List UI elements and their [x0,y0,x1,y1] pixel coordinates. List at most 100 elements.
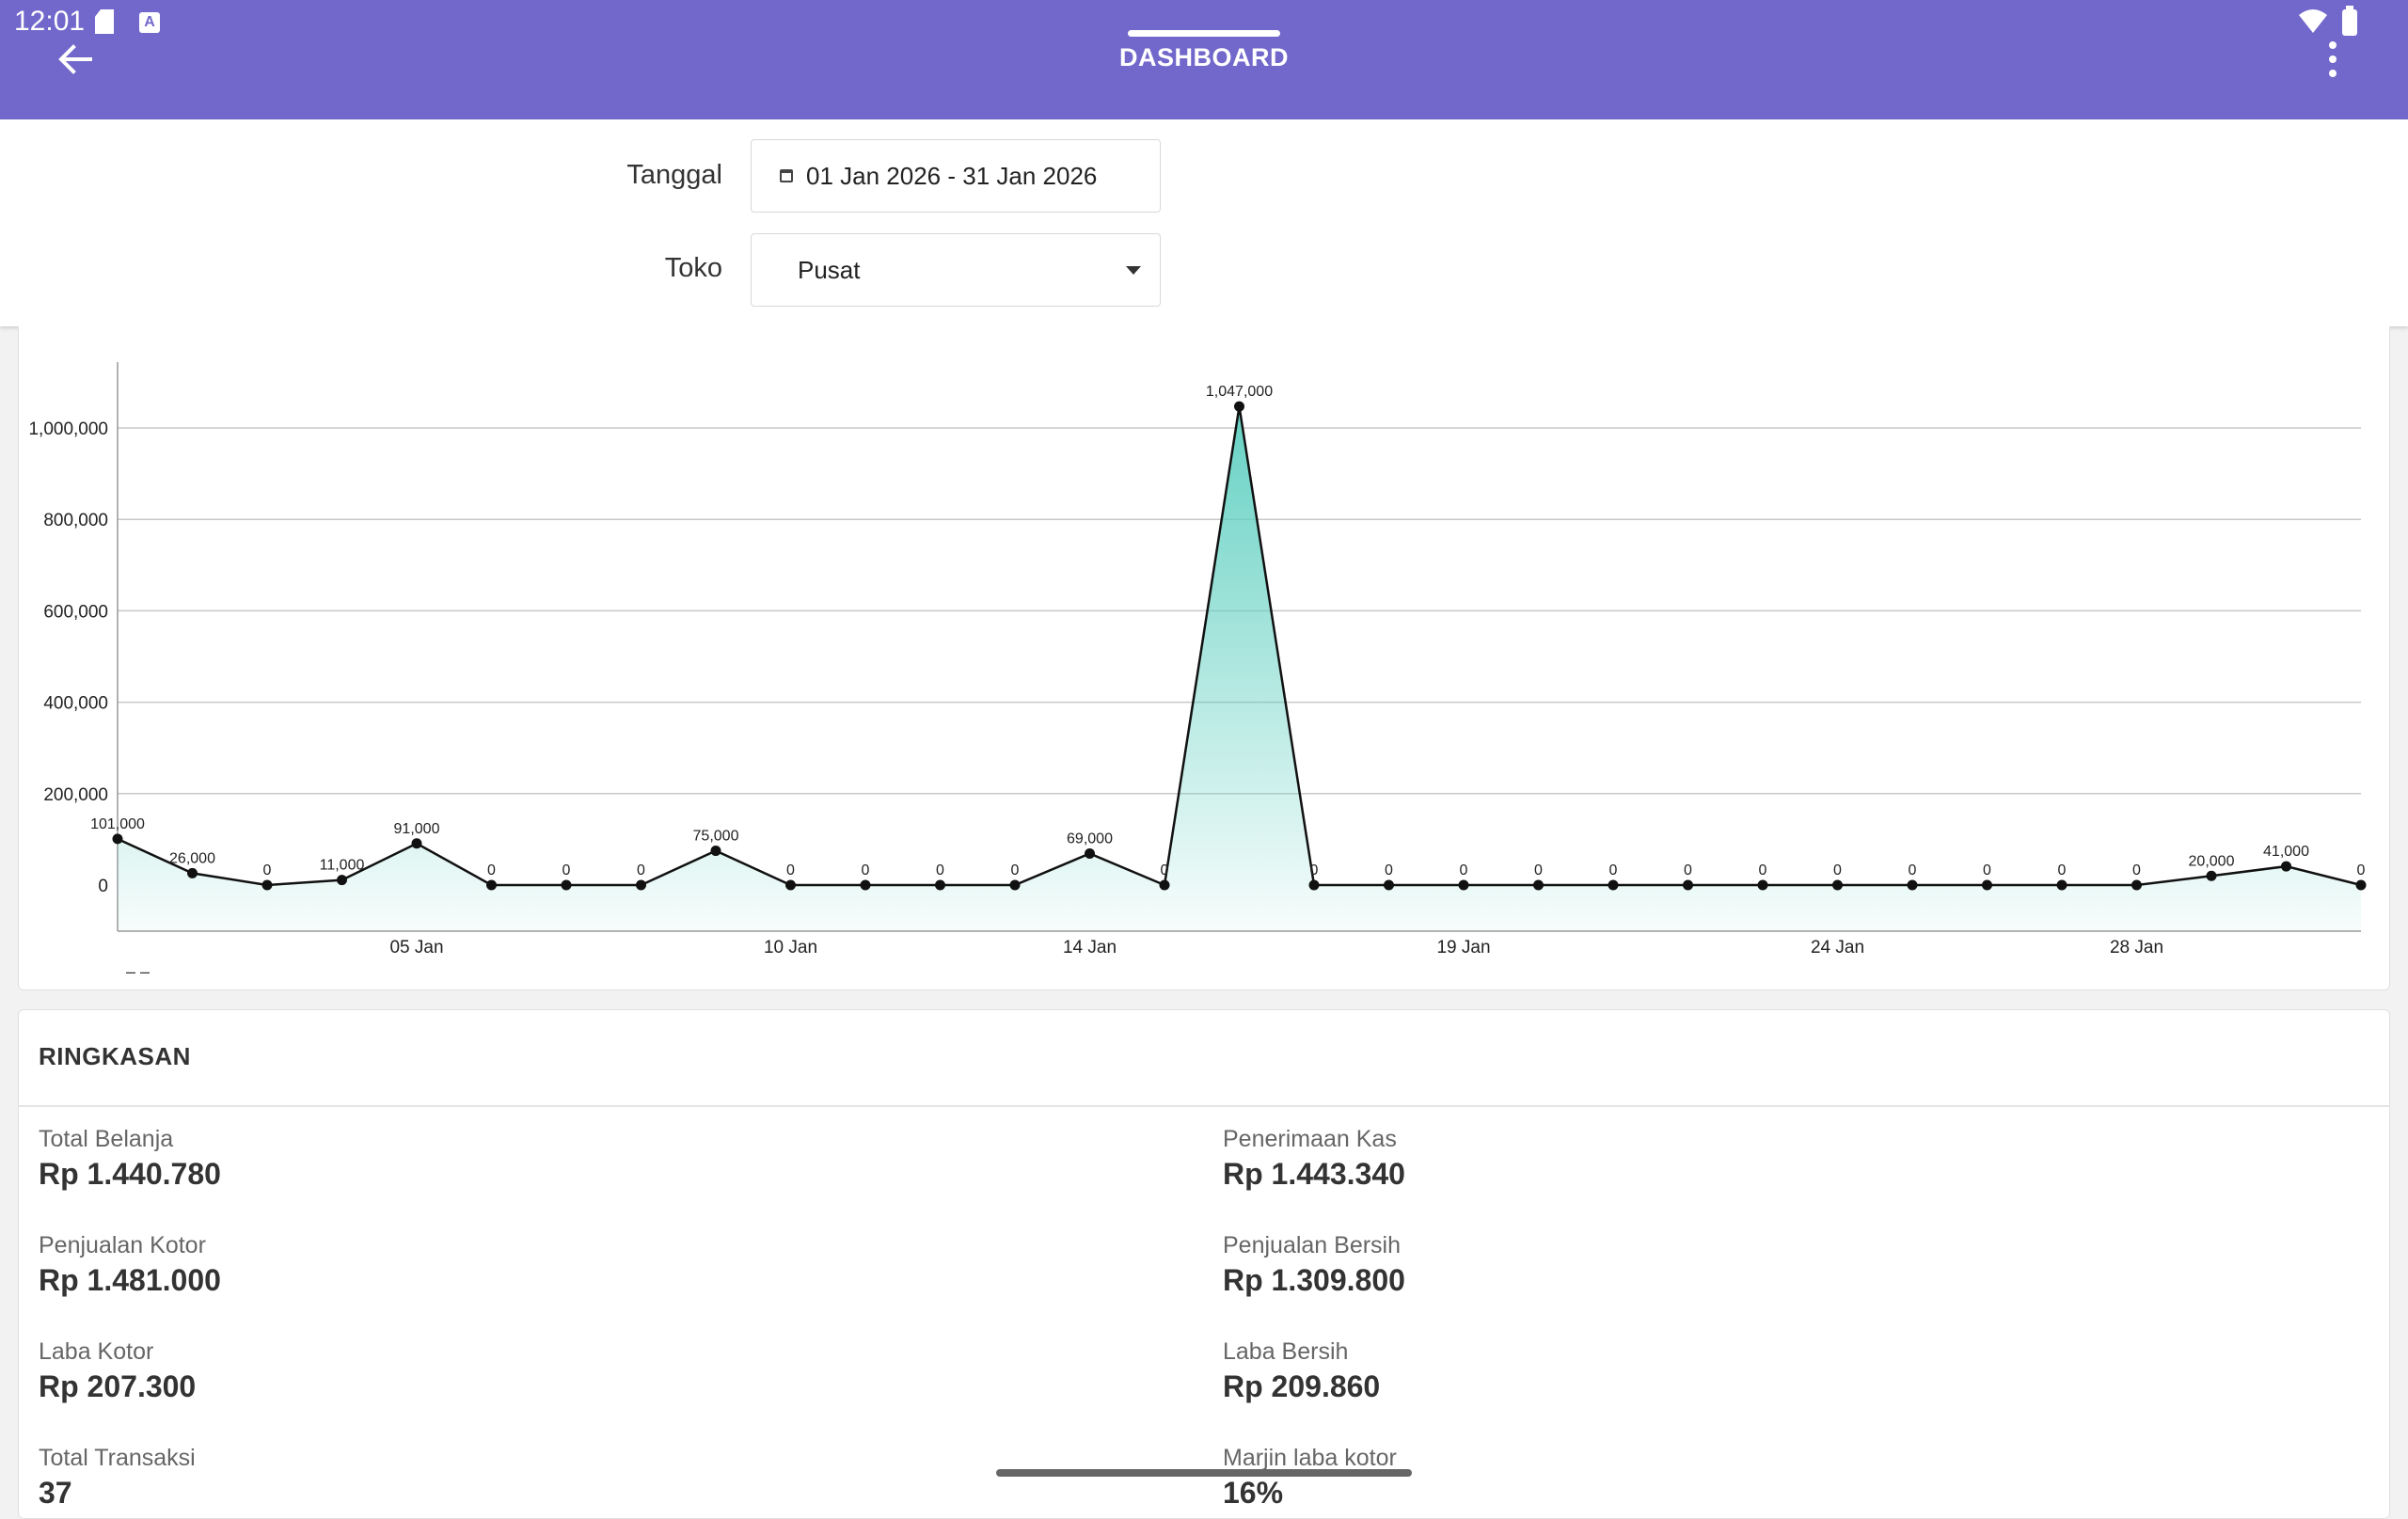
y-tick-label: 400,000 [43,694,108,714]
metric-penjualan-kotor: Penjualan Kotor Rp 1.481.000 [39,1232,221,1297]
metric-laba-kotor: Laba Kotor Rp 207.300 [39,1338,197,1403]
data-label: 0 [1684,862,1692,878]
drag-handle [1128,30,1280,37]
data-point [1085,847,1095,859]
data-point [710,846,721,857]
data-label: 20,000 [2189,853,2235,869]
data-point [1458,879,1469,891]
data-label: 0 [786,862,795,878]
data-label: 75,000 [693,829,739,845]
arrow-left-icon [58,44,92,74]
data-label: 101,000 [90,816,145,832]
data-point [1159,879,1170,891]
data-label: 0 [637,862,645,878]
filter-panel: Tanggal 01 Jan 2026 - 31 Jan 2026 Toko P… [0,119,2408,326]
data-label: 0 [1310,862,1319,878]
data-label: 0 [1534,862,1543,878]
x-tick-label: 24 Jan [1811,938,1864,957]
calendar-icon [780,169,793,182]
data-point [411,838,422,849]
data-point [1533,879,1544,891]
data-point [1384,879,1394,891]
data-label: 0 [1011,862,1020,878]
store-value: Pusat [798,255,861,284]
data-label: 0 [263,862,272,878]
metric-penjualan-bersih: Penjualan Bersih Rp 1.309.800 [1223,1232,1405,1297]
data-point [2131,879,2142,891]
data-point [486,879,497,891]
data-point [561,879,572,891]
y-tick-label: 0 [98,877,108,896]
data-point [1683,879,1693,891]
more-vert-icon [2329,41,2337,49]
app-bar: 12:01 A DASHBOARD [0,0,2408,119]
data-label: 0 [1161,862,1169,878]
metric-laba-bersih: Laba Bersih Rp 209.860 [1223,1338,1381,1403]
data-point [935,879,945,891]
data-label: 1,047,000 [1206,384,1273,400]
gesture-nav-handle [996,1469,1412,1477]
sd-card-icon [95,9,114,34]
data-point [2206,870,2217,881]
data-point [2056,879,2067,891]
metric-penerimaan-kas: Penerimaan Kas Rp 1.443.340 [1223,1126,1405,1191]
data-point [1982,879,1992,891]
x-tick-label: 05 Jan [389,938,443,957]
date-range-field[interactable]: 01 Jan 2026 - 31 Jan 2026 [751,139,1161,213]
legend-stub: – – [126,962,150,981]
data-label: 0 [1609,862,1618,878]
data-point [1907,879,1918,891]
data-label: 0 [1759,862,1767,878]
data-label: 0 [2357,862,2366,878]
data-point [2281,861,2291,872]
more-options-button[interactable] [2316,38,2350,81]
data-label: 91,000 [394,821,440,837]
data-point [1308,879,1320,891]
data-label: 0 [562,862,571,878]
x-tick-label: 14 Jan [1063,938,1117,957]
data-label: 0 [1460,862,1468,878]
y-tick-label: 200,000 [43,785,108,805]
data-label: 11,000 [320,858,365,874]
x-tick-label: 28 Jan [2110,938,2163,957]
y-tick-label: 600,000 [43,602,108,622]
summary-card: RINGKASAN Total Belanja Rp 1.440.780 Pen… [18,1009,2390,1519]
data-point [337,875,347,886]
store-select[interactable]: Pusat [751,233,1161,307]
chevron-down-icon [1126,266,1141,275]
data-point [187,867,198,878]
data-label: 0 [487,862,496,878]
status-time: 12:01 [14,6,86,37]
battery-icon [2342,6,2357,36]
back-button[interactable] [45,36,105,83]
date-range-value: 01 Jan 2026 - 31 Jan 2026 [806,161,1098,190]
metric-total-belanja: Total Belanja Rp 1.440.780 [39,1126,221,1191]
data-label: 0 [862,862,870,878]
data-label: 0 [1983,862,1991,878]
page-title: DASHBOARD [1119,43,1289,71]
data-label: 0 [2132,862,2141,878]
data-point [1234,401,1244,412]
wifi-icon [2299,9,2327,33]
sales-chart: 0 200,000 400,000 600,000 800,000 1,000,000 10… [28,362,2367,981]
data-label: 0 [1833,862,1842,878]
data-point [1608,879,1619,891]
data-point [785,879,796,891]
store-label: Toko [664,253,722,283]
data-point [261,879,273,891]
data-label: 69,000 [1067,831,1113,847]
data-point [1757,879,1768,891]
data-label: 0 [2058,862,2067,878]
data-label: 0 [936,862,944,878]
y-tick-label: 1,000,000 [28,419,108,439]
data-point [2355,879,2367,891]
metric-total-transaksi: Total Transaksi 37 [39,1445,196,1510]
a-notification-icon: A [139,12,160,33]
data-label: 0 [1909,862,1917,878]
y-tick-label: 800,000 [43,511,108,530]
x-tick-label: 10 Jan [764,938,817,957]
data-label: 0 [1385,862,1393,878]
data-point [636,879,646,891]
summary-title: RINGKASAN [39,1042,191,1070]
data-label: 26,000 [169,850,215,866]
